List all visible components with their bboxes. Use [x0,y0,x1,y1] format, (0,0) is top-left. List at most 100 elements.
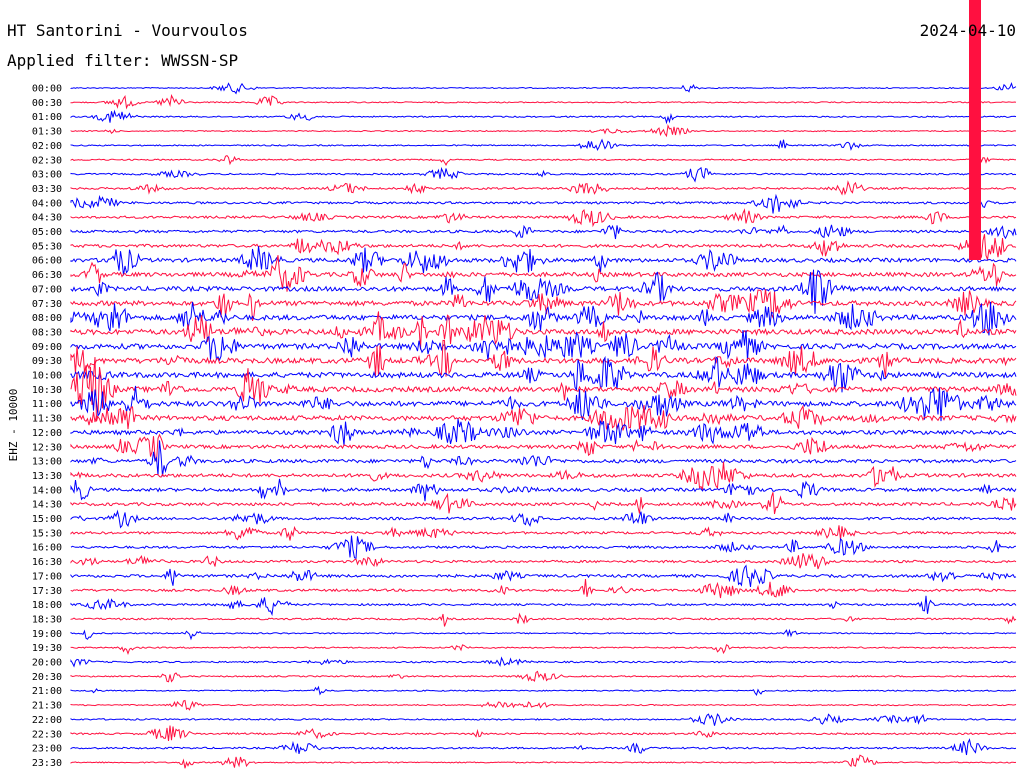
time-label-0200: 02:00 [32,141,62,152]
time-label-0500: 05:00 [32,227,62,238]
trace-0800 [70,301,1017,336]
trace-0530 [70,234,1017,262]
time-label-1430: 14:30 [32,500,62,511]
trace-1500 [70,509,1017,529]
time-label-1600: 16:00 [32,543,62,554]
trace-1530 [70,525,1017,541]
trace-0100 [70,109,1017,125]
trace-0730 [70,289,1017,322]
trace-1930 [70,644,1017,655]
trace-1800 [70,595,1017,617]
trace-0230 [70,154,1016,166]
trace-1400 [70,478,1017,502]
trace-1030 [70,357,1017,422]
trace-1100 [70,385,1017,422]
trace-0300 [70,166,1017,183]
trace-0600 [70,246,1017,276]
trace-1200 [70,418,1017,446]
time-label-0100: 01:00 [32,112,62,123]
time-label-group: 00:00 00:30 01:00 01:30 02:00 02:30 03:00 03:30… [32,84,62,769]
station-title: HT Santorini - Vourvoulos [7,21,248,40]
time-label-1300: 13:00 [32,457,62,468]
trace-1700 [70,564,1017,587]
date-label: 2024-04-10 [920,21,1016,40]
trace-2030 [70,670,1017,683]
time-label-1630: 16:30 [32,557,62,568]
time-label-0000: 00:00 [32,84,62,95]
trace-0630 [70,255,1017,292]
trace-0700 [70,269,1017,314]
time-label-1130: 11:30 [32,414,62,425]
trace-0030 [70,94,1017,110]
time-label-1730: 17:30 [32,586,62,597]
time-label-0430: 04:30 [32,213,62,224]
time-label-1900: 19:00 [32,629,62,640]
time-label-1030: 10:30 [32,385,62,396]
trace-2330 [70,754,1017,769]
time-label-0400: 04:00 [32,198,62,209]
trace-2230 [70,725,1017,741]
trace-2000 [70,656,1017,668]
time-label-1200: 12:00 [32,428,62,439]
large-event-trace [969,0,981,260]
trace-group [70,0,1017,769]
time-label-1830: 18:30 [32,614,62,625]
trace-0900 [70,329,1017,362]
time-label-1100: 11:00 [32,399,62,410]
trace-2200 [70,713,1017,726]
time-label-0800: 08:00 [32,313,62,324]
time-label-2230: 22:30 [32,729,62,740]
time-label-0630: 06:30 [32,270,62,281]
time-label-1330: 13:30 [32,471,62,482]
trace-1000 [70,355,1017,393]
time-label-0130: 01:30 [32,127,62,138]
trace-0130 [70,123,1017,138]
trace-1130 [70,404,1017,431]
trace-0200 [70,138,1017,152]
time-label-2000: 20:00 [32,658,62,669]
trace-1600 [70,535,1017,559]
trace-1230 [70,433,1017,462]
time-label-0930: 09:30 [32,356,62,367]
time-label-0830: 08:30 [32,327,62,338]
time-label-1000: 10:00 [32,371,62,382]
trace-1430 [70,492,1017,515]
time-label-1530: 15:30 [32,528,62,539]
trace-1830 [70,612,1017,627]
time-label-0530: 05:30 [32,241,62,252]
channel-axis-label: EHZ - 10000 [7,389,20,462]
trace-0400 [70,193,1017,214]
time-label-0600: 06:00 [32,256,62,267]
time-label-1930: 19:30 [32,643,62,654]
trace-0830 [70,311,1017,350]
trace-2300 [70,738,1017,756]
time-label-2030: 20:30 [32,672,62,683]
trace-2100 [70,685,1017,696]
trace-0430 [70,208,1017,228]
time-label-0230: 02:30 [32,155,62,166]
time-label-0900: 09:00 [32,342,62,353]
trace-1900 [70,628,1017,641]
time-label-0330: 03:30 [32,184,62,195]
time-label-0700: 07:00 [32,284,62,295]
trace-0930 [70,339,1017,378]
time-label-2100: 21:00 [32,686,62,697]
time-label-1500: 15:00 [32,514,62,525]
time-label-1400: 14:00 [32,485,62,496]
trace-0330 [70,180,1017,196]
trace-2130 [70,699,1017,711]
time-label-0030: 00:30 [32,98,62,109]
time-label-2300: 23:00 [32,744,62,755]
time-label-1230: 12:30 [32,442,62,453]
trace-1730 [70,578,1017,599]
time-label-0730: 07:30 [32,299,62,310]
filter-label: Applied filter: WWSSN-SP [7,51,238,70]
time-label-1800: 18:00 [32,600,62,611]
trace-0500 [70,224,1017,240]
trace-1630 [70,553,1017,570]
time-label-2200: 22:00 [32,715,62,726]
trace-1300 [70,440,1017,477]
trace-0000 [70,82,1017,95]
